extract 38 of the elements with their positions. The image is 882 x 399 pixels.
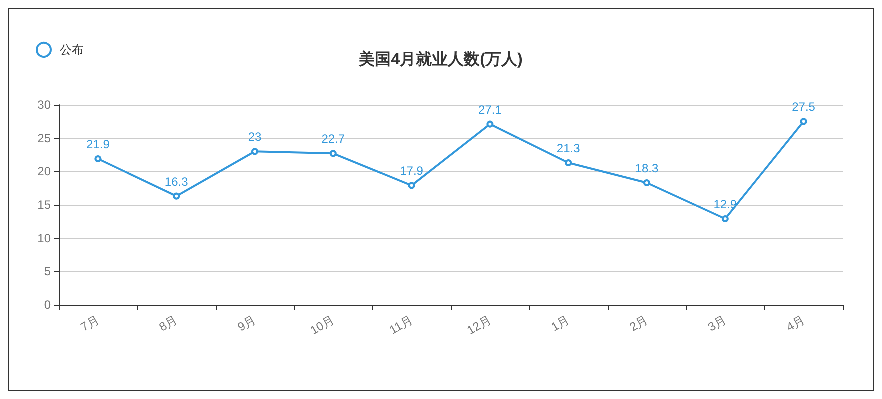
- point: [94, 156, 102, 162]
- data-label: 21.9: [86, 138, 110, 152]
- data-label: 21.3: [556, 142, 581, 156]
- y-tick-label: 10: [38, 231, 52, 246]
- data-label: 17.9: [400, 164, 424, 178]
- point: [565, 160, 572, 166]
- x-tick-label: 9月: [235, 312, 258, 334]
- x-tick-label: 4月: [784, 312, 808, 334]
- point: [800, 118, 808, 126]
- y-tick-label: 20: [38, 164, 52, 179]
- y-tick-label: 15: [38, 198, 52, 212]
- data-label: 23: [248, 130, 262, 144]
- point: [722, 216, 729, 222]
- data-label: 18.3: [635, 162, 659, 176]
- x-tick-label: 2月: [627, 312, 650, 334]
- legend-label: 公布: [60, 43, 84, 57]
- point: [644, 180, 650, 186]
- y-tick-label: 0: [44, 298, 52, 312]
- x-tick-label: 3月: [706, 312, 729, 334]
- x-tick-label: 7月: [78, 312, 102, 334]
- y-tick-label: 30: [38, 98, 52, 112]
- data-label: 27.5: [792, 100, 816, 114]
- data-label: 22.7: [322, 132, 346, 146]
- x-tick-label: 12月: [464, 312, 494, 338]
- point: [408, 182, 416, 190]
- data-label: 16.3: [164, 174, 189, 189]
- point: [330, 150, 337, 158]
- x-tick-label: 8月: [156, 312, 180, 334]
- x-tick-label: 10月: [308, 312, 337, 338]
- point: [173, 192, 180, 200]
- y-tick-label: 5: [44, 264, 52, 279]
- point: [486, 120, 494, 128]
- data-label: 27.1: [478, 102, 502, 117]
- x-tick-label: 11月: [387, 312, 416, 338]
- x-tick-label: 1月: [548, 312, 572, 334]
- y-tick-label: 25: [38, 131, 52, 146]
- point: [252, 148, 258, 156]
- chart-title: 美国4月就业人数(万人): [358, 50, 523, 68]
